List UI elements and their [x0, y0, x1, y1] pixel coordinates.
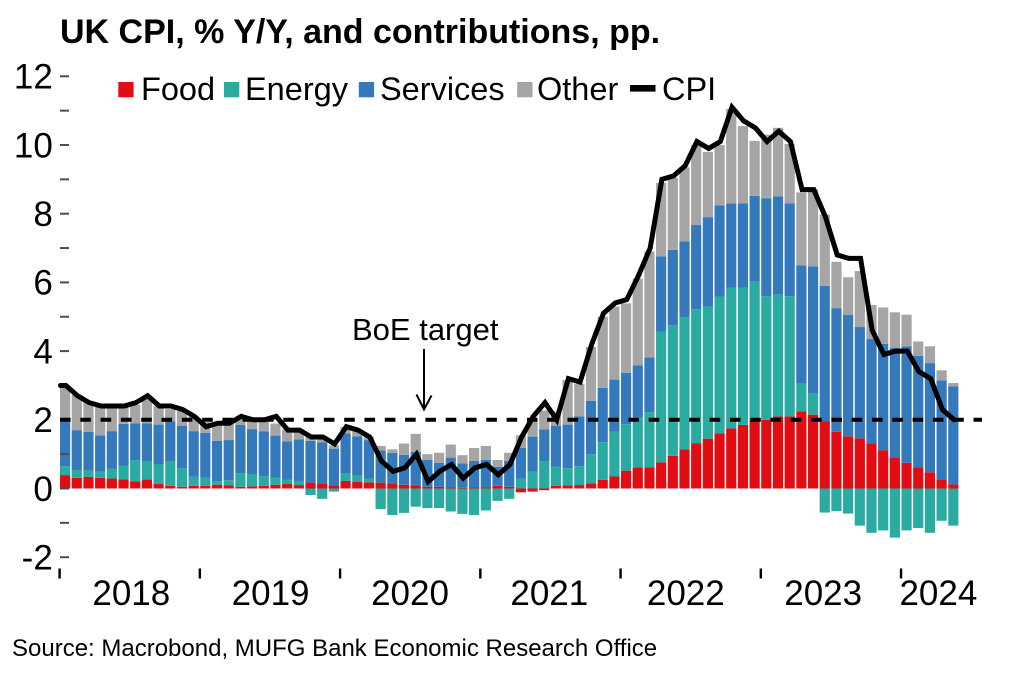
svg-text:-2: -2	[22, 539, 53, 578]
svg-text:2: 2	[33, 401, 52, 440]
svg-text:0: 0	[33, 470, 52, 509]
svg-text:2024: 2024	[899, 574, 977, 613]
svg-text:2018: 2018	[92, 574, 170, 613]
svg-text:2020: 2020	[371, 574, 449, 613]
svg-text:8: 8	[33, 195, 52, 234]
svg-text:2019: 2019	[232, 574, 310, 613]
svg-text:2022: 2022	[647, 574, 725, 613]
svg-text:2021: 2021	[510, 574, 588, 613]
svg-text:Other: Other	[537, 71, 618, 107]
svg-text:Energy: Energy	[245, 71, 349, 107]
svg-text:BoE target: BoE target	[352, 312, 499, 347]
svg-text:CPI: CPI	[662, 71, 716, 107]
svg-text:12: 12	[14, 58, 53, 97]
svg-text:10: 10	[14, 126, 53, 165]
svg-text:6: 6	[33, 264, 52, 303]
svg-text:Services: Services	[380, 71, 505, 107]
svg-text:4: 4	[33, 332, 52, 371]
svg-text:UK CPI, % Y/Y, and contributio: UK CPI, % Y/Y, and contributions, pp.	[60, 13, 660, 51]
svg-text:Food: Food	[141, 71, 215, 107]
svg-text:Source: Macrobond, MUFG Bank E: Source: Macrobond, MUFG Bank Economic Re…	[12, 635, 657, 662]
svg-text:2023: 2023	[784, 574, 862, 613]
